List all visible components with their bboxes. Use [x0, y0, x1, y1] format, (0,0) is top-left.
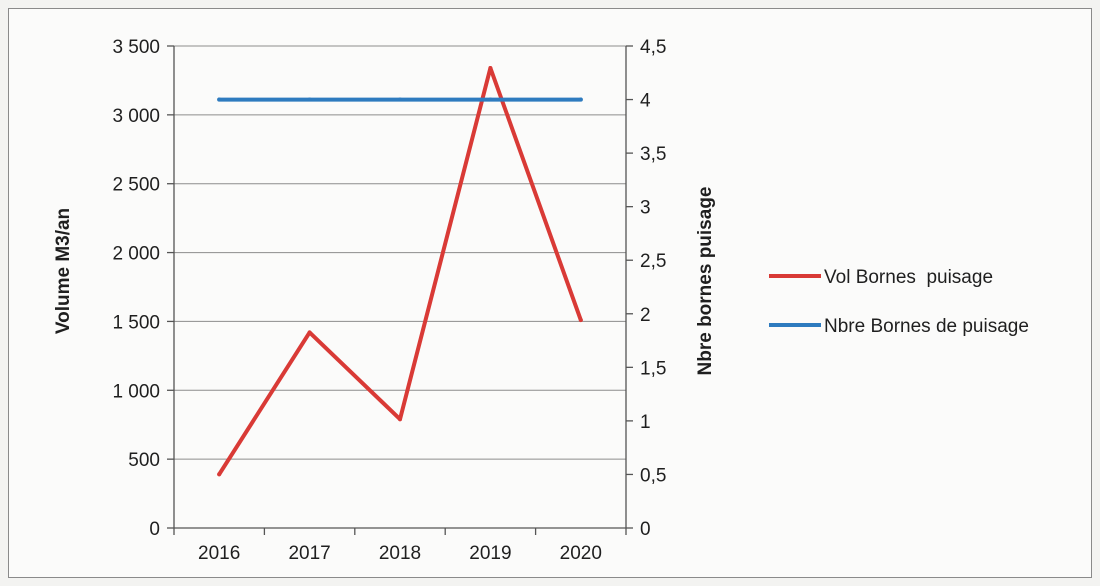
y-left-tick-label: 2 000 — [112, 244, 160, 265]
data-point-0 — [578, 318, 583, 323]
legend-label-nbre: Nbre Bornes de puisage — [824, 316, 1029, 337]
y-right-tick-label: 2,5 — [640, 251, 666, 272]
chart-frame: 0 500 1 000 1 500 2 000 2 500 3 000 3 500 0 0,5 1 1… — [8, 8, 1092, 578]
gridlines — [174, 45, 626, 460]
y-left-tick-label: 0 — [149, 519, 160, 540]
y-right-tick-label: 2 — [640, 305, 651, 326]
series-line-0 — [217, 66, 583, 477]
data-point-0 — [307, 330, 312, 335]
data-point-1 — [488, 97, 493, 102]
y-axis-right-title: Nbre bornes puisage — [695, 187, 716, 376]
y-right-tick-label: 3 — [640, 198, 651, 219]
x-tick-label: 2016 — [198, 543, 240, 564]
data-point-1 — [217, 97, 222, 102]
y-left-tick-label: 500 — [128, 450, 160, 471]
x-tick-label: 2018 — [379, 543, 421, 564]
legend: Vol Bornes puisage Nbre Bornes de puisag… — [769, 267, 1029, 337]
y-right-tick-label: 1 — [640, 412, 651, 433]
y-left-tick-label: 3 000 — [112, 106, 160, 127]
y-right-tick-label: 4 — [640, 91, 651, 112]
y-axis-left-title: Volume M3/an — [53, 208, 74, 334]
data-point-0 — [217, 472, 222, 477]
y-left-tick-label: 1 500 — [112, 312, 160, 333]
y-right-tick-label: 0,5 — [640, 465, 666, 486]
x-tick-label: 2019 — [469, 543, 511, 564]
x-tick-label: 2020 — [560, 543, 602, 564]
y-right-tick-label: 4,5 — [640, 37, 666, 58]
y-left-tick-label: 2 500 — [112, 175, 160, 196]
x-tick-label: 2017 — [288, 543, 330, 564]
legend-label-vol: Vol Bornes puisage — [824, 267, 993, 288]
data-point-0 — [488, 66, 493, 71]
series-lines — [217, 66, 583, 477]
axes — [167, 45, 633, 535]
y-left-tick-label: 1 000 — [112, 381, 160, 402]
y-right-tick-label: 1,5 — [640, 358, 666, 379]
data-point-1 — [307, 97, 312, 102]
data-point-1 — [398, 97, 402, 102]
data-point-0 — [398, 417, 402, 422]
data-point-1 — [578, 97, 583, 102]
y-right-tick-label: 3,5 — [640, 144, 666, 165]
tick-labels: 0 500 1 000 1 500 2 000 2 500 3 000 3 500 0 0,5 1 1… — [112, 37, 666, 564]
line-chart: 0 500 1 000 1 500 2 000 2 500 3 000 3 500 0 0,5 1 1… — [53, 37, 1029, 564]
y-right-tick-label: 0 — [640, 519, 651, 540]
y-left-tick-label: 3 500 — [112, 37, 160, 58]
